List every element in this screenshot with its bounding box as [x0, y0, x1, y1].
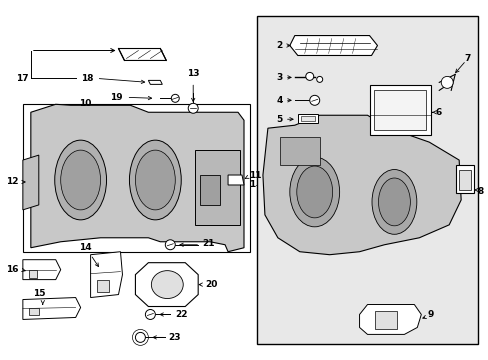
Polygon shape [23, 260, 61, 280]
Bar [458, 170, 470, 190]
Ellipse shape [135, 150, 175, 210]
Text: 18: 18 [81, 74, 93, 83]
Polygon shape [31, 104, 244, 252]
Polygon shape [148, 80, 162, 84]
Text: 14: 14 [79, 243, 92, 252]
Text: 11: 11 [248, 171, 261, 180]
Polygon shape [263, 115, 460, 255]
Text: 22: 22 [175, 310, 187, 319]
Text: 15: 15 [33, 289, 45, 298]
Bar [279, 137, 319, 165]
Bar [29, 270, 37, 278]
Polygon shape [135, 263, 198, 306]
Bar [369, 85, 430, 135]
Circle shape [188, 103, 198, 113]
Circle shape [171, 94, 179, 102]
Text: 5: 5 [276, 115, 282, 124]
Bar [29, 307, 39, 315]
Circle shape [145, 310, 155, 319]
Text: 8: 8 [476, 188, 482, 197]
Text: 20: 20 [205, 280, 217, 289]
Text: 16: 16 [6, 265, 19, 274]
Circle shape [316, 76, 322, 82]
Polygon shape [289, 36, 377, 55]
Bar [297, 114, 317, 123]
Text: 3: 3 [276, 73, 282, 82]
Circle shape [305, 72, 313, 80]
Bar [195, 150, 240, 225]
Bar [455, 165, 473, 193]
Ellipse shape [296, 166, 332, 218]
Polygon shape [23, 155, 39, 210]
Ellipse shape [129, 140, 181, 220]
Text: 13: 13 [186, 69, 199, 78]
Ellipse shape [151, 271, 183, 298]
Text: 1: 1 [248, 180, 254, 189]
Ellipse shape [289, 157, 339, 227]
Bar [300, 116, 314, 121]
Polygon shape [359, 305, 421, 334]
Ellipse shape [61, 150, 101, 210]
Circle shape [165, 240, 175, 250]
Polygon shape [90, 252, 122, 298]
Polygon shape [227, 175, 244, 185]
Text: 4: 4 [276, 96, 282, 105]
Polygon shape [23, 298, 81, 319]
Bar [200, 175, 220, 205]
Circle shape [309, 95, 319, 105]
Polygon shape [118, 49, 166, 60]
Ellipse shape [378, 178, 409, 226]
Text: 9: 9 [427, 310, 433, 319]
Text: 17: 17 [16, 74, 29, 83]
Text: 6: 6 [434, 108, 441, 117]
Text: 2: 2 [276, 41, 282, 50]
Text: 12: 12 [6, 177, 19, 186]
Text: 19: 19 [110, 93, 123, 102]
Ellipse shape [55, 140, 106, 220]
Circle shape [135, 332, 145, 342]
Text: 7: 7 [463, 54, 469, 63]
Bar [375, 311, 397, 329]
Text: 23: 23 [168, 333, 181, 342]
Bar [374, 90, 426, 130]
Ellipse shape [371, 170, 416, 234]
Bar [256, 15, 477, 345]
Circle shape [440, 76, 452, 88]
Text: 21: 21 [202, 239, 214, 248]
Text: 10: 10 [79, 99, 92, 108]
Bar [96, 280, 108, 292]
Bar [23, 104, 249, 252]
